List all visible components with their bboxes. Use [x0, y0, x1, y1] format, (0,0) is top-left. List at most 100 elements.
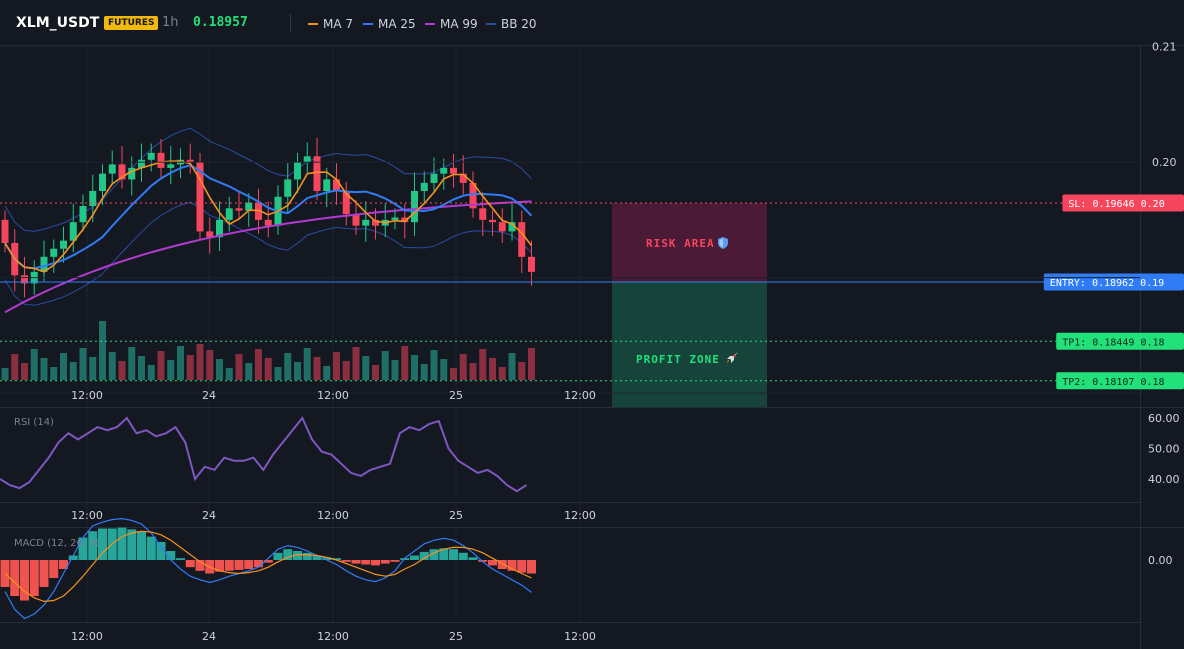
candle-body[interactable]: [459, 173, 467, 183]
rsi-pane[interactable]: 60.00 50.00 40.00: [0, 412, 1180, 493]
candle-body[interactable]: [40, 256, 48, 272]
volume-bar: [216, 359, 223, 380]
volume-bar: [352, 347, 360, 380]
candle-body[interactable]: [508, 222, 516, 232]
candle-body[interactable]: [235, 208, 243, 211]
candle-body[interactable]: [372, 219, 379, 226]
candle-body[interactable]: [498, 222, 506, 232]
interval-selector[interactable]: 1h: [162, 15, 179, 30]
candle-body[interactable]: [138, 159, 145, 168]
macd-pane[interactable]: 0.00: [0, 517, 1173, 620]
candle-body[interactable]: [128, 167, 136, 180]
price-axis[interactable]: 0.21 0.20: [0, 41, 1177, 394]
macd-hist-bar: [273, 552, 283, 560]
legend-ma7[interactable]: MA 7: [308, 16, 353, 32]
macd-hist-bar: [439, 548, 449, 560]
vertical-grid: [86, 46, 581, 622]
macd-hist-bar: [322, 557, 332, 560]
time-axes[interactable]: 12:00 24 12:00 25 12:00 12:00 24 12:00 25 12:00 12…: [71, 389, 596, 643]
volume-bar: [147, 365, 155, 380]
candle-body[interactable]: [333, 179, 340, 191]
trade-levels[interactable]: SL: 0.19646 0.20 ENTRY: 0.18962 0.19 TP1: …: [0, 194, 1184, 390]
tp2-tag[interactable]: [1056, 372, 1184, 390]
candle-body[interactable]: [196, 162, 204, 232]
candle-body[interactable]: [167, 164, 175, 168]
candle-body[interactable]: [294, 162, 301, 180]
candle-body[interactable]: [450, 167, 457, 174]
candle-body[interactable]: [362, 219, 370, 226]
macd-hist-bar: [137, 531, 146, 560]
volume-bar: [30, 349, 38, 380]
candle-body[interactable]: [411, 190, 418, 223]
legend-bb20[interactable]: BB 20: [486, 16, 537, 32]
candle-body[interactable]: [147, 152, 155, 160]
volume-bar: [362, 356, 370, 380]
candle-body[interactable]: [518, 222, 526, 257]
macd-hist-bar: [68, 555, 78, 560]
candle-body[interactable]: [323, 179, 331, 191]
candle-body[interactable]: [313, 156, 321, 191]
volume-bar: [206, 350, 214, 380]
volume-bar: [489, 358, 496, 380]
candle-body[interactable]: [206, 231, 214, 238]
legend-ma25[interactable]: MA 25: [363, 16, 416, 32]
time-tick-label: 24: [202, 630, 216, 643]
candle-body[interactable]: [157, 152, 165, 168]
time-tick-label: 25: [449, 509, 463, 522]
macd-hist-bar: [293, 551, 302, 560]
candle-body[interactable]: [79, 206, 87, 223]
volume-bar: [50, 367, 58, 380]
candle-body[interactable]: [440, 167, 448, 174]
volume-bar: [450, 368, 457, 380]
candle-body[interactable]: [528, 256, 535, 272]
candle-body[interactable]: [21, 275, 28, 284]
volume-bar: [11, 354, 19, 380]
candle-body[interactable]: [489, 219, 496, 223]
candle-body[interactable]: [255, 202, 262, 220]
candle-body[interactable]: [1, 219, 9, 243]
candle-body[interactable]: [264, 219, 272, 226]
volume-bar: [303, 348, 311, 380]
candle-body[interactable]: [118, 164, 126, 180]
candle-body[interactable]: [420, 182, 428, 191]
candle-body[interactable]: [479, 208, 487, 220]
volume-bar: [264, 358, 272, 380]
candle-body[interactable]: [60, 240, 67, 249]
volume-bar: [381, 351, 389, 380]
macd-tick-label: 0.00: [1148, 554, 1173, 567]
candle-body[interactable]: [469, 182, 477, 209]
sl-tag[interactable]: [1062, 194, 1184, 212]
volume-bar: [177, 346, 184, 380]
candle-body[interactable]: [303, 156, 311, 163]
macd-hist-bar: [283, 549, 293, 560]
macd-hist-bar: [166, 551, 176, 560]
candle-body[interactable]: [69, 222, 77, 241]
macd-hist-bar: [20, 560, 29, 601]
candle-body[interactable]: [430, 173, 438, 183]
rsi-tick-label: 50.00: [1148, 443, 1180, 456]
macd-hist-bar: [185, 560, 195, 568]
candle-body[interactable]: [225, 208, 233, 220]
rsi-label: RSI (14): [14, 417, 54, 428]
symbol-label[interactable]: XLM_USDT: [16, 15, 100, 31]
entry-tag-label: ENTRY: 0.18962 0.19: [1050, 278, 1164, 289]
candle-body[interactable]: [89, 190, 97, 207]
candle-body[interactable]: [352, 214, 360, 226]
macd-hist-bar: [341, 560, 351, 562]
candle-body[interactable]: [401, 217, 409, 223]
candle-body[interactable]: [245, 202, 253, 211]
legend-ma99[interactable]: MA 99: [425, 16, 478, 32]
macd-hist-bar: [302, 552, 312, 560]
candle-body[interactable]: [108, 164, 116, 174]
candle-body[interactable]: [99, 173, 106, 191]
volume-bar: [313, 357, 321, 380]
macd-hist-bar: [527, 560, 536, 574]
candle-body[interactable]: [284, 179, 292, 197]
tp1-tag[interactable]: [1056, 332, 1184, 350]
candle-body[interactable]: [50, 248, 58, 257]
candlesticks[interactable]: [1, 137, 536, 298]
candle-body[interactable]: [186, 159, 194, 163]
candle-body[interactable]: [216, 219, 223, 238]
candle-body[interactable]: [391, 217, 399, 220]
